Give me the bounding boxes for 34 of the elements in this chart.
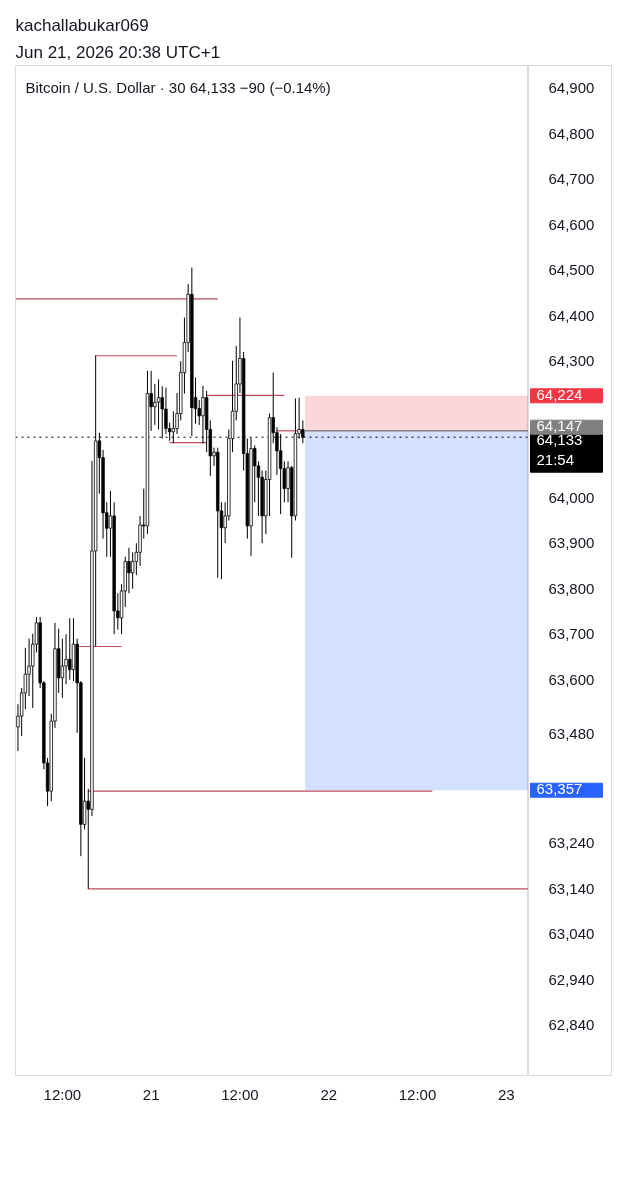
y-tick-label: 63,800 [548,579,595,597]
y-tick-label: 64,900 [548,79,595,97]
y-tick-label: 64,500 [548,261,595,279]
y-tick-label: 62,840 [548,1016,595,1034]
band-label: 63,357 [536,780,583,798]
y-tick-label: 64,700 [548,170,595,188]
y-tick-label: 64,000 [548,488,595,506]
y-tick-label: 63,040 [548,925,595,943]
x-tick-label: 22 [320,1085,338,1103]
x-tick-label: 23 [497,1085,515,1103]
x-tick-label: 12:00 [398,1085,437,1103]
y-tick-label: 64,300 [548,352,595,370]
x-tick-label: 21 [142,1085,160,1103]
y-tick-label: 63,900 [548,534,595,552]
y-tick-label: 63,480 [548,725,595,743]
y-tick-label: 63,600 [548,670,595,688]
candlestick [156,378,161,430]
y-tick-label: 64,600 [548,215,595,233]
x-tick-label: 12:00 [43,1085,82,1103]
x-tick-label: 12:00 [221,1085,259,1103]
text: Bitcoin / U.S. Dollar · 30 64,133 −90 (−0.14%) [25,78,331,96]
candlestick [127,547,131,594]
band-label: 64,224 [536,385,583,403]
y-tick-label: 63,700 [548,625,595,643]
ref-line-label: 64,147 [536,417,583,435]
y-tick-label: 63,240 [548,834,595,852]
text: Jun 21, 2026 20:38 UTC+1 [15,42,221,62]
y-tick-label: 64,400 [548,306,595,324]
y-tick-label: 62,940 [548,970,595,988]
candlestick [60,638,65,699]
text: kachallabukar069 [15,15,149,35]
y-tick-label: 63,140 [548,879,595,897]
y-tick-label: 64,800 [548,124,595,142]
candlestick [153,383,157,426]
